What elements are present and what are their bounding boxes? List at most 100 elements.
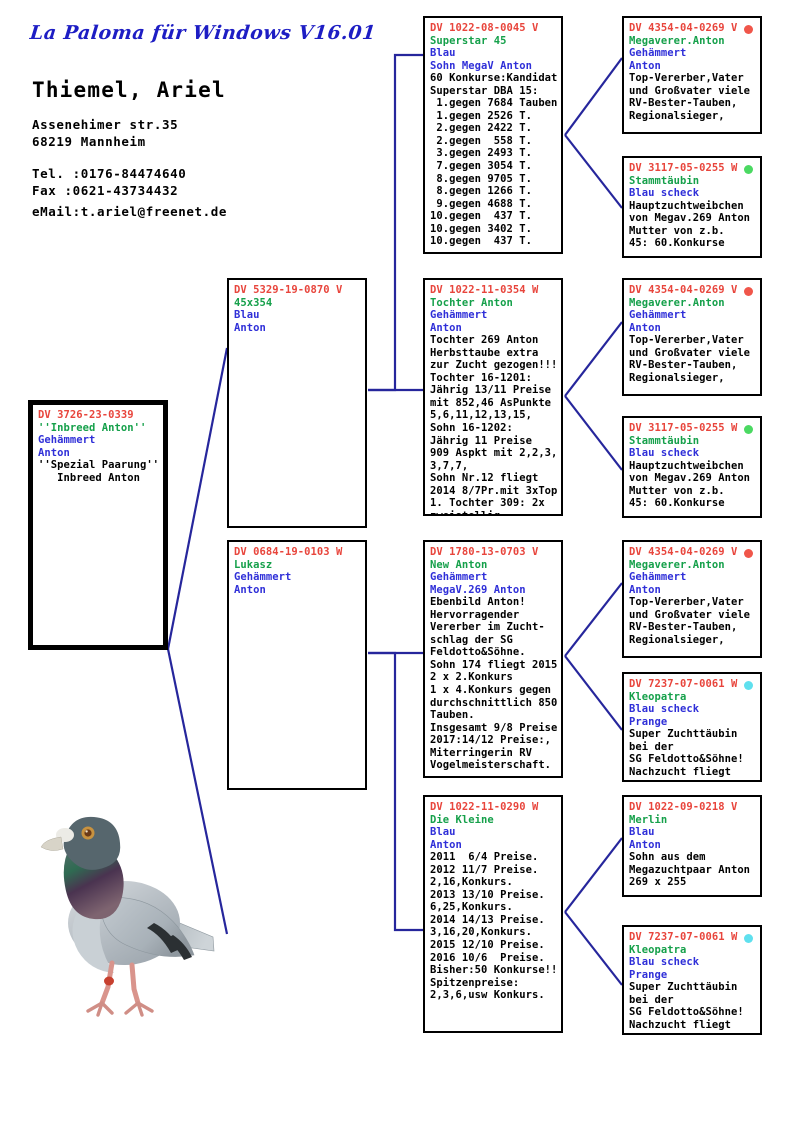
note-line: RV-Bester-Tauben,: [629, 97, 738, 110]
note-line: Sohn 174 fliegt 2015: [430, 658, 558, 671]
ring-number: DV 3726-23-0339: [38, 409, 134, 421]
note-line: Top-Vererber,Vater: [629, 72, 744, 85]
status-dot-icon: [744, 287, 753, 296]
pedigree-box-grandsire-paternal[interactable]: DV 1022-08-0045 V Superstar 45 Blau Sohn…: [423, 16, 563, 254]
contact-fax: Fax :0621-43734432: [32, 183, 179, 198]
note-line: und Großvater viele: [629, 346, 751, 359]
strain-name: Anton: [629, 838, 661, 851]
pigeon-name: Lukasz: [234, 558, 273, 571]
pigeon-name: Stammtäubin: [629, 434, 700, 447]
ring-number: DV 1780-13-0703 V: [430, 546, 539, 558]
note-line: Jährig 13/11 Preise: [430, 384, 552, 397]
note-line: Herbsttaube extra: [430, 346, 539, 359]
note-line: Superstar DBA 15:: [430, 84, 539, 97]
note-line: Tochter 16-1201:: [430, 371, 532, 384]
note-line: Top-Vererber,Vater: [629, 334, 744, 347]
pigeon-name: Megaverer.Anton: [629, 34, 725, 47]
note-line: Vogelmeisterschaft.: [430, 759, 552, 772]
note-line: zur Zucht gezogen!!!: [430, 359, 558, 372]
ring-number: DV 0684-19-0103 W: [234, 546, 343, 558]
note-line: Nachzucht fliegt: [629, 765, 731, 778]
note-line: 1. Tochter 309: 2x: [430, 497, 545, 510]
note-line: von Megav.269 Anton: [629, 472, 751, 485]
note-line: 3,16,20,Konkurs.: [430, 926, 532, 939]
note-line: zweistellig.: [430, 509, 507, 516]
strain-name: Prange: [629, 968, 668, 981]
note-line: 2012 11/7 Preise.: [430, 863, 539, 876]
plumage-color: Blau scheck: [629, 447, 700, 460]
pedigree-box-great-granddam-2[interactable]: DV 3117-05-0255 W Stammtäubin Blau schec…: [622, 416, 762, 518]
pedigree-box-great-granddam-3[interactable]: DV 7237-07-0061 W Kleopatra Blau scheck …: [622, 672, 762, 782]
plumage-color: Blau: [234, 309, 260, 322]
note-line: 5,6,11,12,13,15,: [430, 409, 532, 422]
note-line: 3.gegen 2493 T.: [430, 147, 532, 160]
ring-number: DV 4354-04-0269 V: [629, 22, 738, 34]
connector-gp3-to-ggp6: [564, 655, 623, 731]
note-line: 9.gegen 4688 T.: [430, 197, 532, 210]
pedigree-box-great-granddam-1[interactable]: DV 3117-05-0255 W Stammtäubin Blau schec…: [622, 156, 762, 258]
pedigree-box-granddam-paternal[interactable]: DV 1022-11-0354 W Tochter Anton Gehämmer…: [423, 278, 563, 516]
plumage-color: Blau scheck: [629, 187, 700, 200]
note-line: Super Zuchttäubin: [629, 981, 738, 994]
app-title: La Paloma für Windows V16.01: [28, 22, 377, 44]
plumage-color: Gehämmert: [38, 434, 96, 447]
note-line: ''Spezial Paarung'': [38, 459, 160, 472]
ring-number: DV 1022-11-0290 W: [430, 801, 539, 813]
note-line: Super Zuchttäubin: [629, 728, 738, 741]
note-line: Hauptzuchtweibchen: [629, 459, 744, 472]
pedigree-box-great-grandsire-1[interactable]: DV 4354-04-0269 V Megaverer.Anton Gehämm…: [622, 16, 762, 134]
status-dot-icon: [744, 425, 753, 434]
pedigree-box-sire[interactable]: DV 5329-19-0870 V 45x354 Blau Anton: [227, 278, 367, 528]
pedigree-box-great-grandsire-2[interactable]: DV 4354-04-0269 V Megaverer.Anton Gehämm…: [622, 278, 762, 396]
note-line: 2,3,6,usw Konkurs.: [430, 989, 545, 1002]
strain-name: Anton: [629, 59, 661, 72]
note-line: SG Feldotto&Söhne!: [629, 753, 744, 766]
note-line: Inbreed Anton: [38, 471, 140, 484]
note-line: Mutter von z.b.: [629, 484, 725, 497]
ring-number: DV 1022-09-0218 V: [629, 801, 738, 813]
status-dot-icon: [744, 681, 753, 690]
pedigree-box-grandsire-maternal[interactable]: DV 1780-13-0703 V New Anton Gehämmert Me…: [423, 540, 563, 778]
ring-number: DV 4354-04-0269 V: [629, 546, 738, 558]
address-street: Assenehimer str.35: [32, 117, 179, 132]
ring-number: DV 3117-05-0255 W: [629, 162, 738, 174]
note-line: Ebenbild Anton!: [430, 596, 526, 609]
pedigree-box-great-grandsire-4[interactable]: DV 1022-09-0218 V Merlin Blau Anton Sohn…: [622, 795, 762, 897]
pigeon-name: 45x354: [234, 296, 273, 309]
note-line: Tauben.: [430, 709, 475, 722]
note-line: 909 Aspkt mit 2,2,3,: [430, 447, 558, 460]
note-line: 8.gegen 1266 T.: [430, 185, 532, 198]
connector-gp3-to-ggp5: [564, 582, 623, 657]
note-line: 45: 60.Konkurse: [629, 237, 725, 250]
plumage-color: Gehämmert: [629, 309, 687, 322]
note-line: Mutter von z.b.: [629, 224, 725, 237]
note-line: Hervorragender: [430, 608, 520, 621]
pedigree-box-granddam-maternal[interactable]: DV 1022-11-0290 W Die Kleine Blau Anton …: [423, 795, 563, 1033]
pigeon-name: Tochter Anton: [430, 296, 513, 309]
connector-gp4-to-ggp7: [564, 837, 623, 913]
pedigree-box-great-granddam-4[interactable]: DV 7237-07-0061 W Kleopatra Blau scheck …: [622, 925, 762, 1035]
note-line: Sohn 16-1202:: [430, 422, 513, 435]
note-line: 10.gegen 437 T.: [430, 210, 532, 223]
plumage-color: Blau scheck: [629, 703, 700, 716]
note-line: durchschnittlich 850: [430, 696, 558, 709]
note-line: 2014 8/7Pr.mit 3xTop: [430, 484, 558, 497]
strain-name: Anton: [234, 583, 266, 596]
note-line: 1.gegen 2526 T.: [430, 109, 532, 122]
pigeon-name: Die Kleine: [430, 813, 494, 826]
status-dot-icon: [744, 549, 753, 558]
pedigree-box-subject[interactable]: DV 3726-23-0339 ''Inbreed Anton'' Gehämm…: [28, 400, 168, 650]
note-line: Top-Vererber,Vater: [629, 596, 744, 609]
note-line: schlag der SG: [430, 633, 513, 646]
pedigree-box-dam[interactable]: DV 0684-19-0103 W Lukasz Gehämmert Anton: [227, 540, 367, 790]
strain-name: Anton: [38, 446, 70, 459]
owner-name: Thiemel, Ariel: [32, 78, 226, 102]
pedigree-box-great-grandsire-3[interactable]: DV 4354-04-0269 V Megaverer.Anton Gehämm…: [622, 540, 762, 658]
note-line: 2017:14/12 Preise:,: [430, 734, 552, 747]
note-line: Miterringerin RV: [430, 746, 532, 759]
pigeon-name: Kleopatra: [629, 943, 687, 956]
note-line: 45: 60.Konkurse: [629, 497, 725, 510]
pigeon-name: Megaverer.Anton: [629, 296, 725, 309]
pigeon-name: Kleopatra: [629, 690, 687, 703]
note-line: 2013 13/10 Preise.: [430, 888, 545, 901]
